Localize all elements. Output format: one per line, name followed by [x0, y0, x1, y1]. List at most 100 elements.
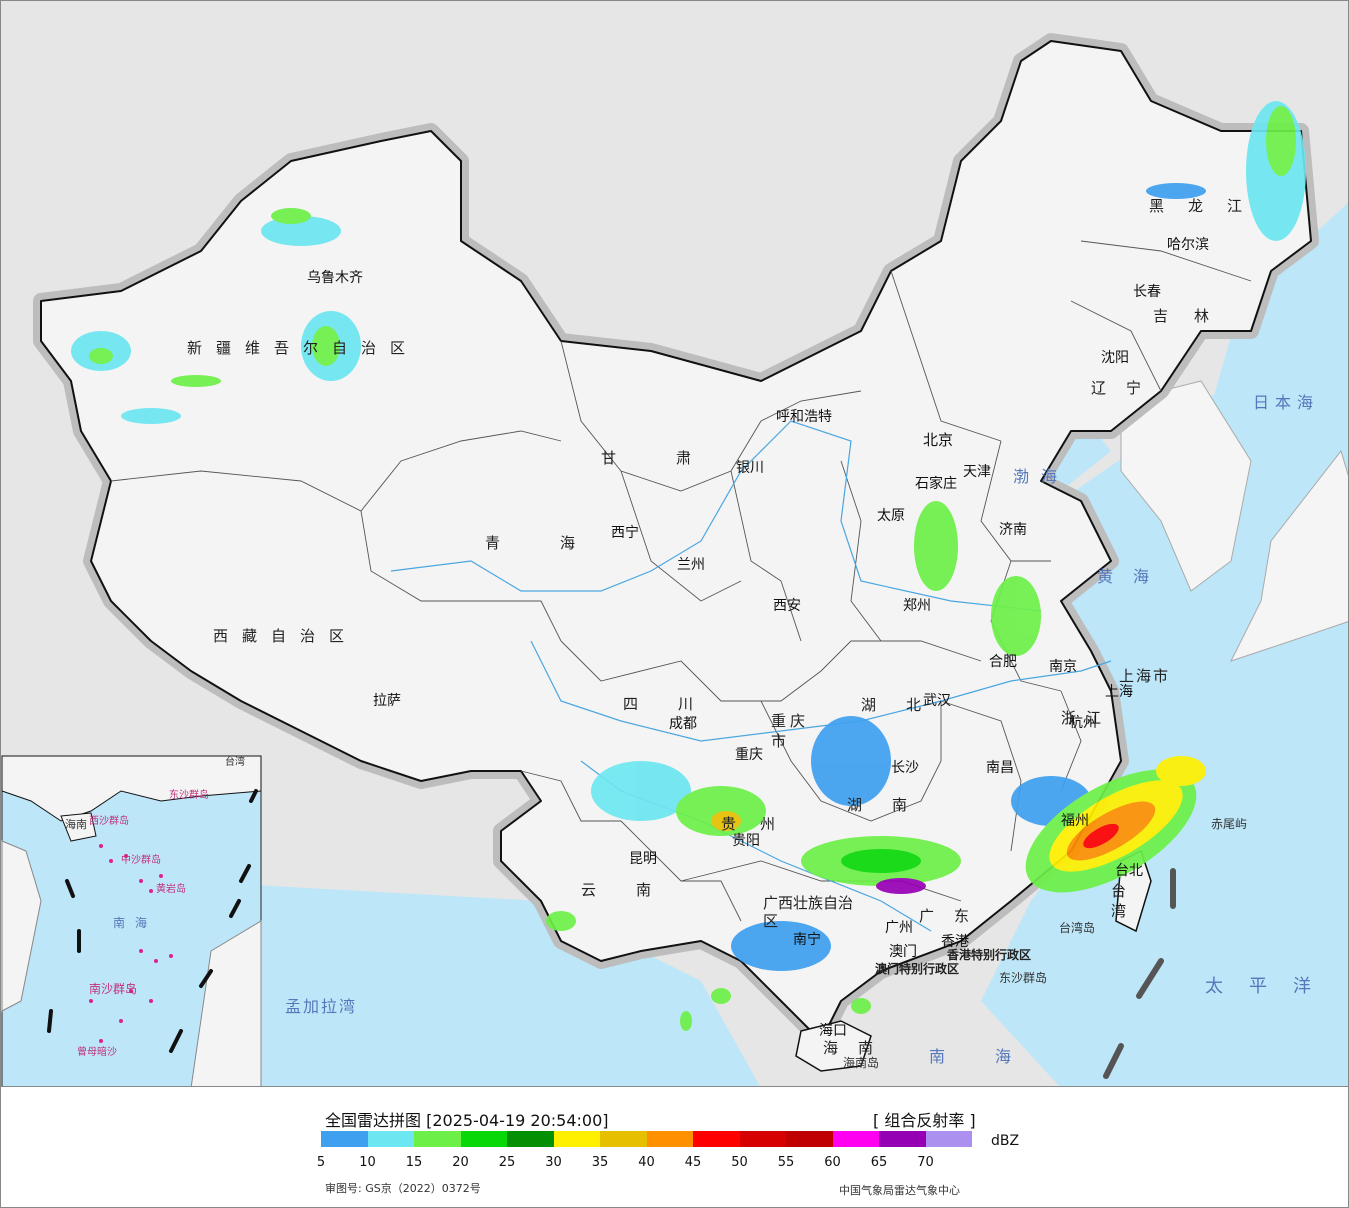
city-label: 西宁 — [611, 525, 639, 541]
city-label: 石家庄 — [915, 476, 957, 492]
province-label: 辽宁 — [1091, 379, 1162, 397]
city-label: 天津 — [963, 464, 991, 480]
color-scale-tick: 15 — [405, 1155, 423, 1170]
color-scale-cell — [832, 1131, 879, 1147]
city-label: 台北 — [1115, 863, 1143, 879]
color-scale-tick: 5 — [316, 1155, 326, 1170]
color-scale-tick: 25 — [498, 1155, 516, 1170]
agency-label: 中国气象局雷达气象中心 — [839, 1184, 960, 1197]
region-label: 香港特别行政区 — [947, 948, 1032, 962]
inset-islands — [89, 844, 173, 1043]
city-label: 太原 — [877, 508, 905, 524]
city-label: 福州 — [1061, 813, 1089, 829]
city-label: 银川 — [736, 460, 764, 476]
color-scale-cell — [879, 1131, 926, 1147]
province-label: 湖南 — [847, 796, 938, 814]
city-label: 海口 — [819, 1023, 847, 1039]
color-scale-tick: 65 — [870, 1155, 888, 1170]
sea-label: 日本海 — [1253, 393, 1320, 412]
color-scale-tick: 20 — [452, 1155, 469, 1170]
island-label: 台湾岛 — [1059, 921, 1096, 935]
province-label: 四川 — [623, 695, 734, 713]
city-label: 昆明 — [629, 851, 657, 867]
sea-label: 渤海 — [1013, 467, 1070, 486]
city-label: 呼和浩特 — [776, 409, 832, 425]
inset-label: 台湾 — [225, 757, 245, 768]
inset-dashes — [47, 789, 258, 1053]
province-label: 黑龙江 — [1149, 197, 1267, 215]
city-label: 成都 — [669, 716, 697, 732]
radar-map[interactable]: 新疆维吾尔自治区 西藏自治区 青海 甘肃 黑龙江 吉林 辽宁 上海市 浙江 湖北… — [0, 0, 1349, 1087]
china-land — [40, 40, 1312, 1042]
island-label: 东沙群岛 — [999, 971, 1048, 985]
province-label: 湖北 — [861, 696, 952, 714]
province-label: 广东 — [919, 907, 990, 925]
color-scale-tick: 50 — [731, 1155, 748, 1170]
color-scale-cell — [460, 1131, 507, 1147]
province-label: 吉林 — [1153, 307, 1236, 325]
sea-label: 孟加拉湾 — [285, 997, 358, 1016]
city-label: 重庆 — [735, 747, 763, 763]
color-scale-tick: 70 — [917, 1155, 934, 1170]
map-canvas — [1, 33, 1348, 1086]
city-label: 沈阳 — [1101, 350, 1129, 366]
color-scale-cell — [646, 1131, 693, 1147]
color-scale-tick: 35 — [591, 1155, 609, 1170]
city-label: 兰州 — [677, 557, 705, 573]
japan — [1230, 449, 1348, 662]
color-scale-cell — [739, 1131, 786, 1147]
city-label: 合肥 — [989, 654, 1017, 670]
province-label: 青海 — [485, 534, 636, 552]
city-label: 拉萨 — [373, 693, 401, 709]
sea-label: 太平洋 — [1205, 976, 1337, 997]
province-label: 重庆市 — [771, 712, 810, 750]
inset-label: 南海 — [113, 916, 158, 930]
color-scale-tick: 60 — [824, 1155, 841, 1170]
unit-label: dBZ — [991, 1133, 1020, 1149]
color-scale-cell — [321, 1131, 368, 1147]
province-label: 上海市 — [1119, 667, 1171, 685]
province-label: 海南 — [823, 1039, 894, 1057]
inset-label: 海南 — [65, 818, 87, 831]
city-label: 北京 — [923, 431, 954, 449]
color-scale-cell — [553, 1131, 600, 1147]
color-scale-tick: 45 — [684, 1155, 702, 1170]
color-scale-cell — [600, 1131, 647, 1147]
city-label: 广州 — [885, 920, 913, 936]
province-label: 新疆维吾尔自治区 — [187, 339, 420, 357]
island-label: 赤尾屿 — [1211, 817, 1248, 831]
city-label: 杭州 — [1069, 715, 1097, 731]
city-label: 郑州 — [903, 598, 931, 614]
bay-of-bengal — [181, 881, 760, 1086]
approval-number: 审图号: GS京（2022）0372号 — [325, 1182, 481, 1195]
korea — [1120, 380, 1252, 592]
city-label: 武汉 — [923, 693, 951, 709]
province-label: 西藏自治区 — [213, 627, 359, 645]
color-scale-tick: 30 — [545, 1155, 562, 1170]
city-label: 南京 — [1049, 659, 1077, 675]
city-label: 南昌 — [986, 760, 1014, 776]
city-label: 南宁 — [793, 932, 821, 948]
color-scale-cell — [786, 1131, 833, 1147]
legend-title: 全国雷达拼图 [2025-04-19 20:54:00] — [325, 1111, 609, 1130]
city-label: 乌鲁木齐 — [307, 270, 363, 286]
city-label: 香港 — [941, 934, 969, 950]
inset-label: 南沙群岛 — [89, 982, 138, 996]
province-label: 广西壮族自治区 — [763, 894, 854, 930]
hainan — [795, 1020, 872, 1072]
legend-footer: 全国雷达拼图 [2025-04-19 20:54:00] [ 组合反射率 ] d… — [0, 1087, 1349, 1208]
region-label: 澳门特别行政区 — [875, 962, 960, 976]
city-label: 长沙 — [891, 760, 919, 776]
inset-label: 曾母暗沙 — [77, 1047, 117, 1058]
color-scale-cell — [693, 1131, 740, 1147]
city-label: 长春 — [1133, 284, 1161, 300]
color-scale-cell — [367, 1131, 414, 1147]
color-scale-tick: 10 — [359, 1155, 376, 1170]
product-label: [ 组合反射率 ] — [873, 1111, 976, 1130]
city-label: 哈尔滨 — [1167, 237, 1209, 253]
city-label: 上海 — [1105, 684, 1133, 700]
city-label: 贵阳 — [732, 833, 760, 849]
color-scale-bar — [321, 1131, 972, 1147]
sea-label: 南海 — [929, 1047, 1062, 1066]
city-label: 西安 — [773, 598, 801, 614]
